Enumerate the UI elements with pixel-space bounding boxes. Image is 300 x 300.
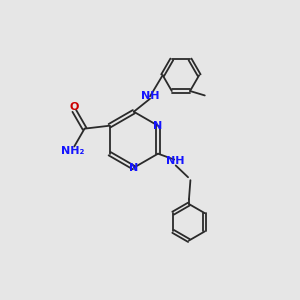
Text: NH: NH [141,92,159,101]
Text: N: N [129,163,138,173]
Text: N: N [153,121,163,131]
Text: O: O [70,102,79,112]
Text: NH₂: NH₂ [61,146,85,156]
Text: NH: NH [167,156,185,166]
